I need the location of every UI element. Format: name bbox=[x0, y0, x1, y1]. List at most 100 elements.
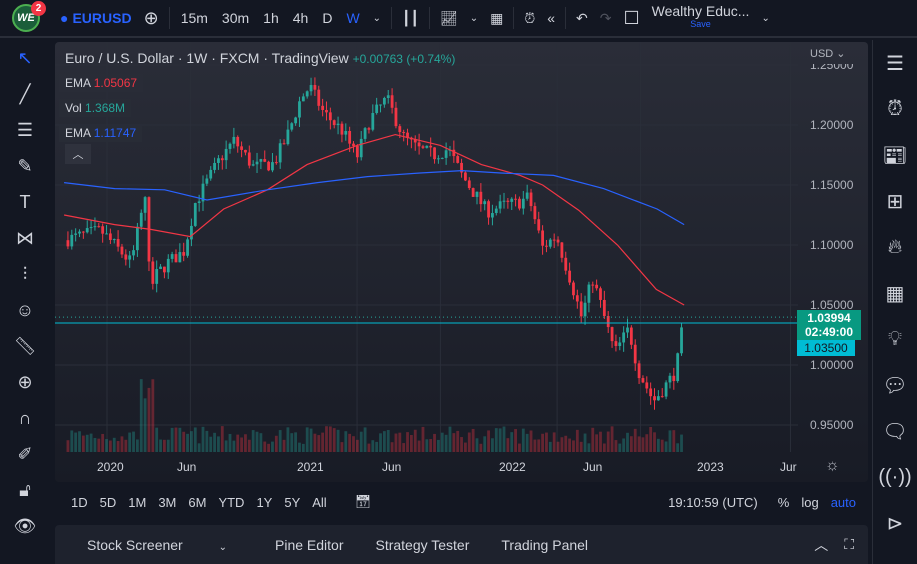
collapse-panel-icon[interactable]: ︿ bbox=[814, 536, 829, 553]
chevron-down-icon[interactable]: ⌄ bbox=[372, 12, 382, 24]
date-range-calendar-icon[interactable]: 📅︎ bbox=[354, 494, 372, 509]
tab-pine-editor[interactable]: Pine Editor bbox=[275, 536, 344, 553]
volume-bar bbox=[491, 438, 494, 452]
volume-bar bbox=[247, 439, 251, 452]
range-5y[interactable]: 5Y bbox=[284, 494, 301, 510]
indicator-legend-ema[interactable]: EMA 1.05067 bbox=[59, 74, 144, 92]
interval-D[interactable]: D bbox=[322, 10, 333, 26]
range-1d[interactable]: 1D bbox=[71, 494, 88, 510]
volume-bar bbox=[159, 439, 162, 452]
maximize-panel-icon[interactable]: ⛶ bbox=[844, 536, 854, 552]
help-icon[interactable]: ⊳ bbox=[886, 512, 904, 535]
indicator-legend-vol[interactable]: Vol 1.368M bbox=[59, 99, 132, 117]
candle-body bbox=[70, 234, 74, 247]
price-tick: 1.00000 bbox=[810, 358, 854, 372]
volume-bar bbox=[560, 437, 564, 452]
volume-bar bbox=[363, 427, 367, 452]
indicator-legend-ema[interactable]: EMA 1.11747 bbox=[59, 124, 143, 142]
chevron-down-icon[interactable]: ⌄ bbox=[761, 12, 770, 24]
trend-line-icon[interactable]: ╱ bbox=[19, 83, 31, 104]
interval-1h[interactable]: 1h bbox=[263, 10, 279, 26]
eye-icon[interactable]: 👁︎ bbox=[13, 515, 37, 536]
undo-icon[interactable]: ↶ bbox=[576, 9, 588, 26]
volume-bar bbox=[163, 439, 166, 452]
range-1m[interactable]: 1M bbox=[128, 494, 147, 510]
brush-icon[interactable]: ✎ bbox=[17, 155, 33, 176]
range-all[interactable]: All bbox=[312, 494, 327, 510]
chart-settings-gear-icon[interactable]: ☼ bbox=[825, 457, 840, 474]
volume-bar bbox=[587, 443, 591, 452]
candle-body bbox=[560, 242, 564, 258]
currency-selector[interactable]: USD ⌄ bbox=[810, 48, 846, 60]
replay-icon[interactable]: « bbox=[547, 10, 556, 26]
add-list-icon[interactable]: ⊞ bbox=[886, 190, 904, 213]
range-3m[interactable]: 3M bbox=[158, 494, 177, 510]
percent-toggle[interactable]: % bbox=[777, 494, 790, 510]
clock-time[interactable]: 19:10:59 (UTC) bbox=[668, 494, 758, 510]
volume-bar bbox=[286, 427, 290, 452]
candle-body bbox=[564, 257, 568, 271]
magnet-icon[interactable]: ∩ bbox=[18, 407, 32, 428]
range-6m[interactable]: 6M bbox=[188, 494, 207, 510]
text-icon[interactable]: T bbox=[19, 191, 31, 212]
collapse-legend-button[interactable]: ︿ bbox=[65, 144, 91, 164]
candle-body bbox=[602, 299, 606, 316]
volume-bar bbox=[244, 434, 247, 452]
candle-body bbox=[332, 120, 336, 126]
price-chart[interactable] bbox=[55, 42, 868, 482]
volume-bar bbox=[386, 430, 390, 452]
auto-toggle[interactable]: auto bbox=[830, 494, 856, 510]
ruler-icon[interactable]: 📏︎ bbox=[13, 335, 37, 356]
prediction-icon[interactable]: ⫶ bbox=[22, 263, 28, 284]
alert-icon[interactable]: ⏰︎ bbox=[524, 9, 536, 26]
interval-4h[interactable]: 4h bbox=[292, 10, 309, 26]
volume-bar bbox=[664, 441, 668, 452]
interval-30m[interactable]: 30m bbox=[221, 10, 250, 26]
cursor-icon[interactable]: ↖ bbox=[17, 47, 33, 68]
candle-body bbox=[278, 143, 282, 163]
indicators-icon[interactable]: 📈︎ bbox=[439, 9, 458, 26]
symbol-search[interactable]: ● EURUSD bbox=[60, 10, 132, 26]
layout-menu[interactable]: Wealthy Educ... Save bbox=[651, 3, 750, 29]
tab-trading-panel[interactable]: Trading Panel bbox=[501, 536, 589, 553]
chat-icon[interactable]: 🗨︎ bbox=[882, 420, 908, 443]
templates-icon[interactable]: ▦ bbox=[490, 9, 504, 26]
user-avatar[interactable]: WE 2 bbox=[12, 1, 46, 32]
lock-icon[interactable]: 🔓︎ bbox=[19, 479, 31, 500]
range-5d[interactable]: 5D bbox=[99, 494, 117, 510]
interval-15m[interactable]: 15m bbox=[180, 10, 208, 26]
ema-slow-line bbox=[64, 169, 685, 226]
watchlist-icon[interactable]: ☰ bbox=[886, 52, 904, 75]
fib-icon[interactable]: ☰ bbox=[16, 119, 34, 140]
lock-drawing-icon[interactable]: ✐ bbox=[17, 443, 33, 464]
emoji-icon[interactable]: ☺ bbox=[15, 299, 35, 320]
fullscreen-box-icon[interactable]: ☐ bbox=[623, 7, 640, 28]
alarm-icon[interactable]: ⏰︎ bbox=[887, 97, 903, 120]
range-1y[interactable]: 1Y bbox=[256, 494, 273, 510]
candle-body bbox=[680, 327, 683, 354]
volume-bar bbox=[178, 427, 182, 452]
hotlist-flame-icon[interactable]: 🔥︎ bbox=[887, 235, 903, 258]
log-toggle[interactable]: log bbox=[801, 494, 819, 510]
volume-bar bbox=[112, 437, 116, 452]
chart-pane[interactable]: Euro / U.S. Dollar · 1W · FXCM · Trading… bbox=[55, 42, 868, 482]
volume-bar bbox=[402, 443, 406, 452]
pattern-icon[interactable]: ⋈ bbox=[16, 227, 34, 248]
streams-icon[interactable]: ((·)) bbox=[878, 465, 912, 488]
price-axis[interactable]: USD ⌄ 1.25000 1.20000 1.15000 1.10000 1.0500… bbox=[797, 42, 868, 452]
interval-W[interactable]: W bbox=[346, 10, 360, 26]
tab-strategy-tester[interactable]: Strategy Tester bbox=[375, 536, 470, 553]
add-symbol-icon[interactable]: ⊕ bbox=[143, 7, 159, 28]
zoom-icon[interactable]: ⊕ bbox=[17, 371, 33, 392]
candles-icon[interactable]: ┃┃ bbox=[402, 9, 419, 26]
news-icon[interactable]: 📰︎ bbox=[882, 144, 908, 167]
chevron-down-icon[interactable]: ⌄ bbox=[469, 12, 479, 24]
range-ytd[interactable]: YTD bbox=[218, 494, 245, 510]
calendar-icon[interactable]: ▦ bbox=[885, 282, 905, 305]
candle-body bbox=[139, 212, 143, 227]
tab-stock-screener[interactable]: Stock Screener ⌄ bbox=[55, 537, 259, 553]
chats-icon[interactable]: 💬︎ bbox=[882, 374, 908, 397]
ideas-bulb-icon[interactable]: 💡︎ bbox=[888, 327, 902, 350]
volume-bar bbox=[271, 441, 274, 452]
redo-icon[interactable]: ↷ bbox=[599, 9, 612, 26]
